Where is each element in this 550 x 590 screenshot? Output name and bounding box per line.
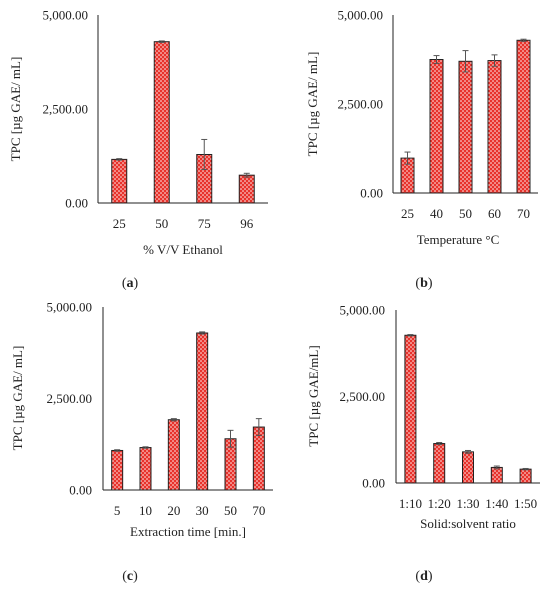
y-tick-label: 5,000.00	[338, 8, 384, 23]
bar	[516, 39, 531, 194]
bar	[404, 334, 417, 484]
panel-label-d: (d)	[415, 569, 432, 584]
y-tick-label: 5,000.00	[43, 8, 89, 23]
x-tick-label: 30	[196, 503, 209, 518]
bar-series	[400, 38, 531, 194]
x-axis-title: Solid:solvent ratio	[420, 516, 516, 531]
bar	[153, 41, 170, 204]
y-tick-label: 0.00	[362, 476, 385, 491]
x-tick-label: 5	[114, 503, 121, 518]
x-tick-label: 70	[252, 503, 265, 518]
x-tick-label: 50	[155, 216, 168, 231]
x-tick-labels: 1:10 1:20 1:30 1:40 1:50	[399, 496, 537, 511]
bar	[139, 447, 152, 491]
x-axis-title: Extraction time [min.]	[130, 524, 246, 539]
bar	[429, 59, 444, 194]
x-tick-label: 50	[459, 206, 472, 221]
bar-series	[111, 40, 255, 204]
bar	[458, 60, 473, 194]
bar	[487, 60, 502, 194]
y-tick-label: 0.00	[69, 483, 92, 498]
x-tick-label: 25	[401, 206, 414, 221]
x-tick-label: 1:30	[456, 496, 479, 511]
x-tick-label: 1:50	[514, 496, 537, 511]
bar	[462, 451, 474, 484]
x-tick-label: 10	[139, 503, 152, 518]
x-tick-label: 20	[167, 503, 180, 518]
y-tick-label: 5,000.00	[47, 300, 93, 315]
panel-label-b: (b)	[415, 276, 432, 291]
bar	[490, 466, 503, 484]
y-tick-label: 2,500.00	[338, 97, 384, 112]
y-tick-label: 2,500.00	[43, 102, 89, 117]
x-axis-title: Temperature °C	[417, 232, 500, 247]
bar	[196, 332, 209, 491]
bar	[433, 443, 446, 484]
x-tick-label: 1:20	[428, 496, 451, 511]
x-tick-label: 75	[198, 216, 211, 231]
x-tick-label: 1:40	[485, 496, 508, 511]
bar-series	[111, 331, 265, 491]
x-tick-label: 60	[488, 206, 501, 221]
y-axis-title: TPC [µg GAE/ mL]	[10, 346, 25, 451]
y-tick-label: 0.00	[360, 186, 383, 201]
chart-panel-a: 5,000.00 2,500.00 0.00 TPC [µg GAE/ mL] …	[8, 8, 268, 291]
bar-series	[404, 334, 532, 484]
y-axis-title: TPC [µg GAE/ mL]	[8, 57, 23, 162]
x-tick-label: 40	[430, 206, 443, 221]
chart-panel-b: 5,000.00 2,500.00 0.00 TPC [µg GAE/ mL] …	[305, 8, 538, 291]
y-tick-label: 5,000.00	[340, 303, 386, 318]
x-tick-label: 50	[224, 503, 237, 518]
x-tick-labels: 25 40 50 60 70	[401, 206, 530, 221]
y-tick-label: 2,500.00	[47, 391, 93, 406]
x-tick-label: 1:10	[399, 496, 422, 511]
bar	[252, 426, 265, 491]
x-tick-labels: 5 10 20 30 50 70	[114, 503, 265, 518]
x-tick-label: 70	[517, 206, 530, 221]
y-tick-label: 0.00	[65, 196, 88, 211]
bar	[238, 174, 255, 204]
panel-label-c: (c)	[122, 569, 138, 584]
bar	[519, 468, 532, 484]
x-tick-label: 96	[240, 216, 254, 231]
y-tick-label: 2,500.00	[340, 389, 386, 404]
bar	[111, 449, 124, 491]
y-axis-title: TPC [µg GAE/mL]	[306, 345, 321, 446]
bar	[111, 158, 128, 204]
x-tick-labels: 25 50 75 96	[113, 216, 254, 231]
panel-label-a: (a)	[122, 276, 139, 291]
bar	[167, 419, 180, 491]
x-tick-label: 25	[113, 216, 126, 231]
x-axis-title: % V/V Ethanol	[143, 242, 223, 257]
y-axis-title: TPC [µg GAE/ mL]	[305, 52, 320, 157]
chart-panel-c: 5,000.00 2,500.00 0.00 TPC [µg GAE/ mL] …	[10, 300, 273, 584]
chart-panel-d: 5,000.00 2,500.00 0.00 TPC [µg GAE/mL] 1…	[306, 303, 540, 584]
